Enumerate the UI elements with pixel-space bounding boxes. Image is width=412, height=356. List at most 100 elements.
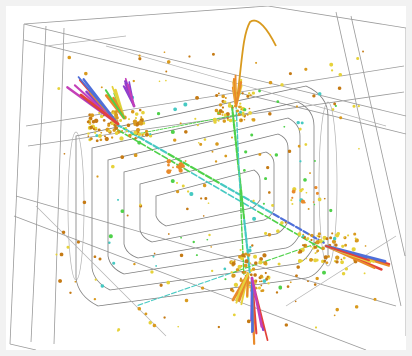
hit-dot [331, 232, 334, 235]
hit-dot [291, 196, 294, 199]
hit-dot [130, 110, 135, 114]
hit-dot [55, 253, 58, 256]
hit-dot [94, 126, 98, 130]
track-segment [256, 210, 264, 216]
hit-dot [243, 118, 246, 121]
hit-dot [204, 197, 208, 200]
hit-dot [241, 92, 244, 95]
hit-dot [137, 307, 142, 311]
hit-dot [246, 113, 249, 116]
hit-dot [286, 285, 290, 288]
track-segment [302, 230, 310, 236]
hit-dot [173, 138, 177, 142]
hit-dot [134, 116, 138, 120]
hit-dot [241, 111, 245, 115]
hit-dot [237, 264, 242, 269]
hit-dot [314, 185, 318, 190]
hit-dot [249, 94, 252, 97]
hit-dot [108, 241, 111, 244]
hit-dot [340, 260, 344, 265]
hit-dot [325, 237, 329, 241]
hit-dot [189, 191, 194, 196]
hit-dot [150, 270, 154, 274]
hit-dot [284, 323, 288, 327]
hit-dot [202, 215, 205, 217]
hit-dot [303, 201, 306, 204]
hit-dot [284, 221, 287, 224]
hit-dot [132, 119, 138, 124]
hit-dot [138, 57, 142, 61]
track-segment [249, 206, 257, 211]
hit-dot [240, 257, 243, 260]
hit-dot [114, 126, 119, 131]
hit-dot [99, 138, 103, 142]
track-segment [146, 146, 154, 151]
hit-dot [84, 71, 88, 76]
jet-track [250, 276, 254, 333]
jet-track [250, 276, 264, 328]
hit-dot [287, 149, 292, 153]
hit-dot [341, 271, 346, 276]
hit-dot [141, 110, 145, 115]
hit-dot [120, 209, 125, 214]
hit-dot [266, 166, 270, 170]
hit-dot [109, 121, 112, 124]
hit-dot [110, 136, 114, 139]
hit-dot [313, 203, 316, 206]
hit-dot [114, 131, 119, 135]
hit-dot [259, 280, 261, 283]
hit-dot [126, 123, 131, 128]
hit-dot [89, 125, 94, 130]
hit-dot [114, 110, 118, 114]
hit-dot [315, 240, 320, 245]
track-segment [224, 272, 231, 276]
hit-dot [102, 119, 106, 122]
track-segment [157, 296, 164, 299]
hit-dot [184, 130, 188, 134]
hit-dot [199, 142, 203, 146]
hit-dot [239, 248, 242, 251]
hit-dot [170, 179, 175, 183]
track-segment [227, 193, 235, 199]
hit-dot [69, 291, 72, 294]
track-segment [189, 165, 198, 171]
hit-dot [364, 245, 367, 247]
hit-dot [310, 233, 314, 237]
hit-dot [224, 97, 227, 99]
hit-dot [261, 289, 265, 292]
hit-dot [329, 236, 333, 240]
hit-dot [335, 233, 340, 238]
track-segment [151, 130, 156, 132]
track-segment [233, 114, 238, 116]
hit-dot [208, 233, 211, 237]
track-segment [205, 180, 213, 186]
hit-dot [121, 129, 124, 132]
hit-dot [252, 199, 255, 202]
hit-dot [236, 109, 240, 113]
hit-dot [262, 202, 265, 205]
hit-dot [240, 108, 243, 111]
hit-dot [288, 72, 292, 76]
hit-dot [249, 269, 253, 272]
hit-dot [260, 284, 263, 287]
hit-dot [180, 170, 183, 173]
hit-dot [268, 191, 271, 194]
hit-dot [247, 92, 251, 95]
hit-dot [244, 259, 249, 264]
track-segment [137, 135, 145, 141]
hit-dot [207, 202, 210, 204]
hit-dot [179, 253, 184, 258]
hit-dot [179, 122, 182, 125]
hit-dot [100, 86, 103, 89]
hit-dot [310, 245, 312, 248]
track-segment [204, 119, 209, 122]
hit-dot [280, 83, 284, 87]
canvas-background [6, 6, 406, 350]
hit-dot [295, 274, 298, 278]
hit-dot [206, 238, 209, 241]
hit-dot [323, 259, 326, 263]
hit-dot [217, 325, 221, 329]
hit-dot [107, 123, 111, 127]
hit-dot [335, 260, 339, 264]
hit-dot [263, 261, 268, 266]
